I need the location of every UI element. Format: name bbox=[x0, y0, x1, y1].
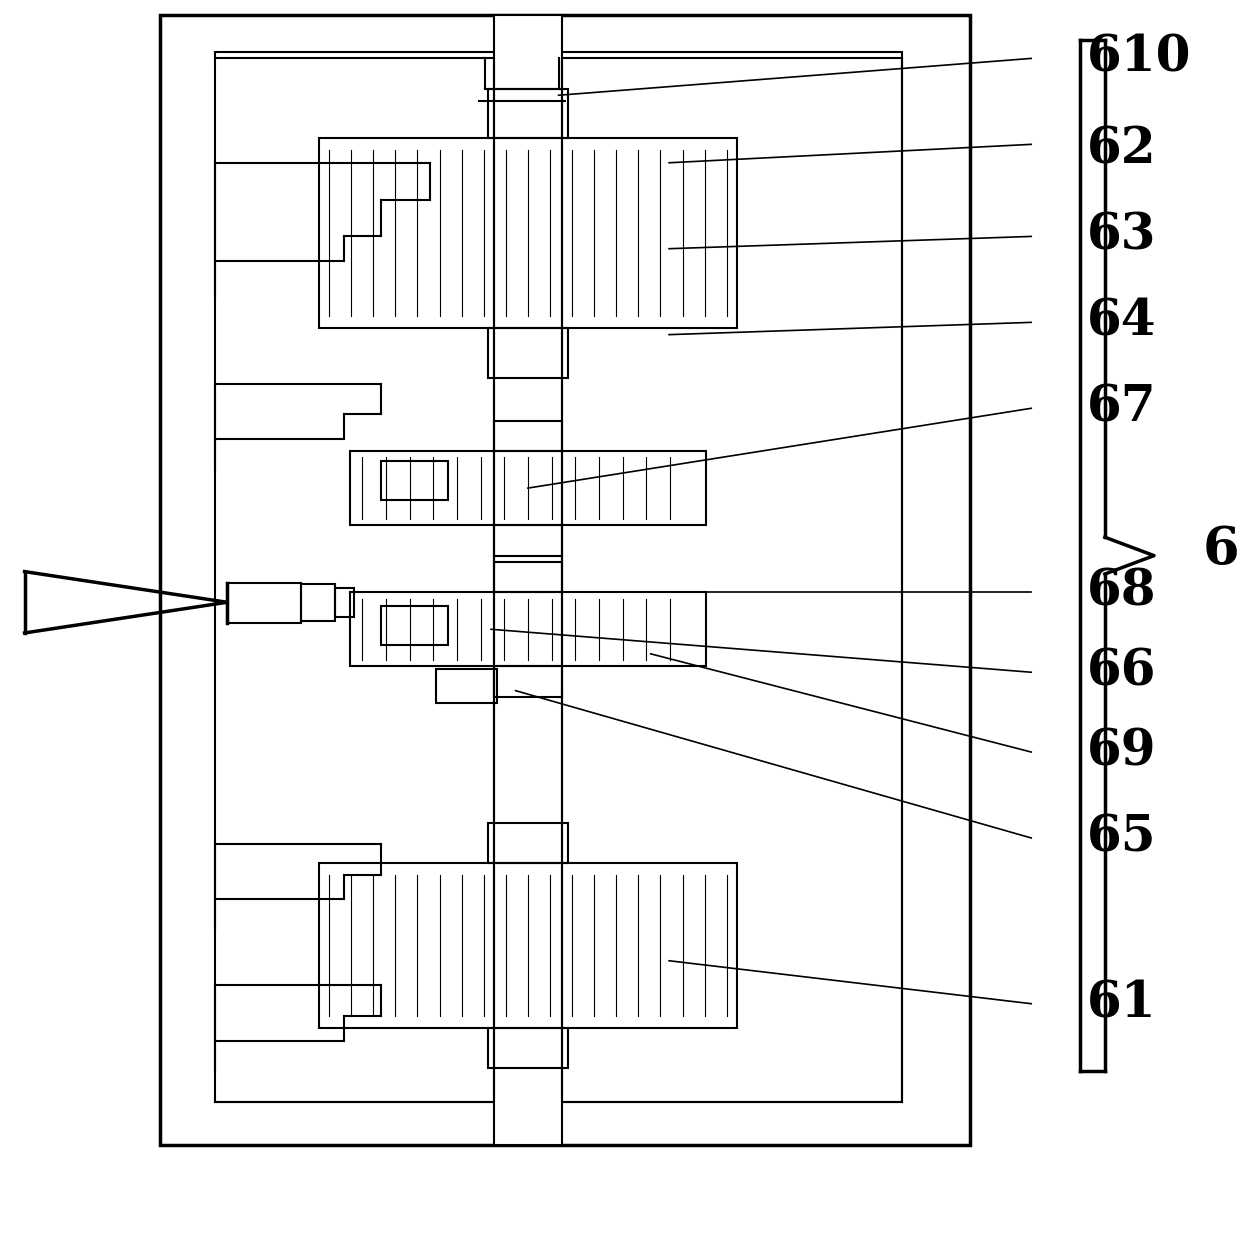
Text: 63: 63 bbox=[1086, 212, 1156, 260]
Text: 67: 67 bbox=[1086, 384, 1156, 433]
Bar bbox=[494, 561, 562, 592]
Bar bbox=[350, 592, 706, 666]
Bar bbox=[319, 863, 737, 1028]
Bar bbox=[160, 16, 970, 1145]
Bar bbox=[227, 582, 301, 623]
Bar bbox=[301, 584, 335, 621]
Bar bbox=[494, 16, 562, 1145]
Text: 65: 65 bbox=[1086, 813, 1156, 863]
Bar bbox=[494, 524, 562, 555]
Text: 66: 66 bbox=[1086, 648, 1156, 697]
Bar bbox=[381, 606, 448, 645]
Text: 69: 69 bbox=[1086, 728, 1156, 776]
Text: 61: 61 bbox=[1086, 980, 1156, 1028]
Text: 68: 68 bbox=[1086, 568, 1156, 617]
Bar bbox=[335, 587, 353, 617]
Text: 62: 62 bbox=[1086, 126, 1156, 175]
Text: 64: 64 bbox=[1086, 297, 1156, 347]
Bar bbox=[494, 421, 562, 452]
Bar bbox=[381, 462, 448, 500]
Bar bbox=[489, 823, 568, 863]
Bar bbox=[215, 52, 903, 1102]
Bar bbox=[350, 452, 706, 524]
Bar bbox=[489, 1028, 568, 1067]
Bar bbox=[319, 138, 737, 328]
Bar bbox=[489, 328, 568, 378]
Bar bbox=[489, 89, 568, 138]
Text: 6: 6 bbox=[1203, 524, 1240, 575]
Bar bbox=[435, 669, 497, 703]
Bar bbox=[494, 666, 562, 697]
Text: 610: 610 bbox=[1086, 33, 1190, 83]
